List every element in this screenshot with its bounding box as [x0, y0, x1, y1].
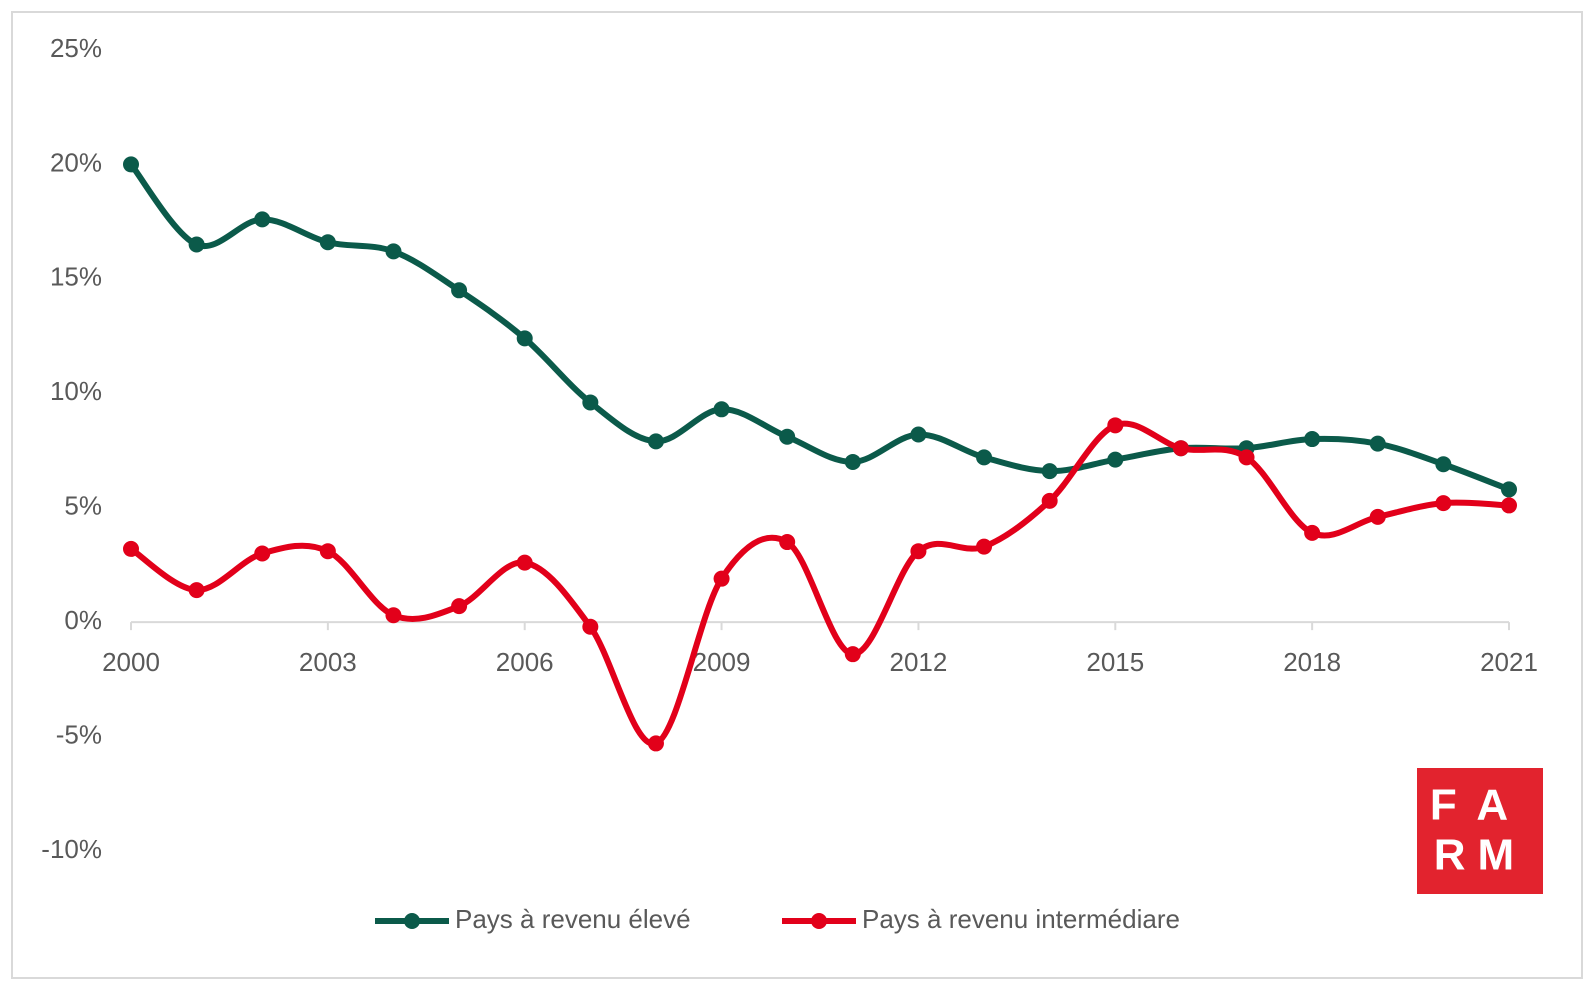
series-marker — [123, 540, 139, 557]
series-marker — [451, 282, 468, 299]
y-tick-label: 5% — [64, 491, 102, 521]
series-marker — [844, 453, 861, 470]
series-marker — [1304, 431, 1321, 448]
series-marker — [713, 570, 730, 587]
chart-frame — [11, 11, 1583, 979]
logo-text: FA — [1430, 781, 1530, 830]
series-marker — [1369, 508, 1386, 525]
series-marker — [385, 243, 402, 260]
y-tick-label: 20% — [50, 147, 102, 177]
series-marker — [451, 598, 468, 615]
series-marker — [1107, 451, 1124, 468]
series-marker — [844, 646, 861, 663]
y-tick-label: 10% — [50, 376, 102, 406]
x-tick-label: 2009 — [693, 647, 751, 677]
x-tick-label: 2006 — [496, 647, 554, 677]
series-marker — [582, 618, 599, 635]
series-marker — [319, 234, 336, 251]
series-marker — [1172, 440, 1189, 457]
series-marker — [188, 236, 205, 253]
series-marker — [1369, 435, 1386, 452]
series-marker — [582, 394, 599, 411]
series-marker — [1304, 524, 1321, 541]
series-marker — [910, 543, 927, 560]
series-marker — [647, 433, 664, 450]
x-tick-label: 2012 — [890, 647, 948, 677]
legend-label: Pays à revenu intermédiare — [862, 904, 1180, 934]
legend-marker — [404, 913, 420, 929]
x-tick-label: 2018 — [1283, 647, 1341, 677]
series-marker — [254, 211, 271, 228]
series-line — [129, 420, 1510, 747]
series-marker — [976, 538, 993, 555]
series-marker — [976, 449, 993, 466]
y-tick-label: 25% — [50, 33, 102, 63]
series-marker — [254, 545, 271, 562]
series-marker — [779, 534, 796, 551]
legend-marker — [811, 913, 827, 929]
series-marker — [1501, 481, 1517, 498]
x-tick-label: 2021 — [1480, 647, 1538, 677]
series-marker — [1041, 492, 1058, 509]
logo-text: RM — [1434, 831, 1526, 880]
y-tick-label: 0% — [64, 605, 102, 635]
series-marker — [1107, 417, 1124, 434]
x-tick-label: 2015 — [1086, 647, 1144, 677]
series-marker — [1435, 456, 1452, 473]
series-marker — [1435, 495, 1452, 512]
series-marker — [516, 554, 533, 571]
series-marker — [188, 582, 205, 599]
series-marker — [1238, 449, 1255, 466]
series-marker — [1041, 463, 1058, 480]
series-marker — [516, 330, 533, 347]
series-marker — [1501, 497, 1517, 514]
y-tick-label: -5% — [56, 719, 102, 749]
x-tick-label: 2000 — [102, 647, 160, 677]
y-tick-label: 15% — [50, 262, 102, 292]
series-marker — [385, 607, 402, 624]
series-marker — [319, 543, 336, 560]
series-marker — [713, 401, 730, 418]
series-marker — [779, 428, 796, 445]
series-marker — [647, 735, 664, 752]
y-tick-label: -10% — [41, 834, 102, 864]
series-line — [128, 162, 1511, 493]
logo-box — [1417, 768, 1543, 894]
series-marker — [123, 156, 139, 173]
legend-label: Pays à revenu élevé — [455, 904, 691, 934]
x-tick-label: 2003 — [299, 647, 357, 677]
series-marker — [910, 426, 927, 443]
